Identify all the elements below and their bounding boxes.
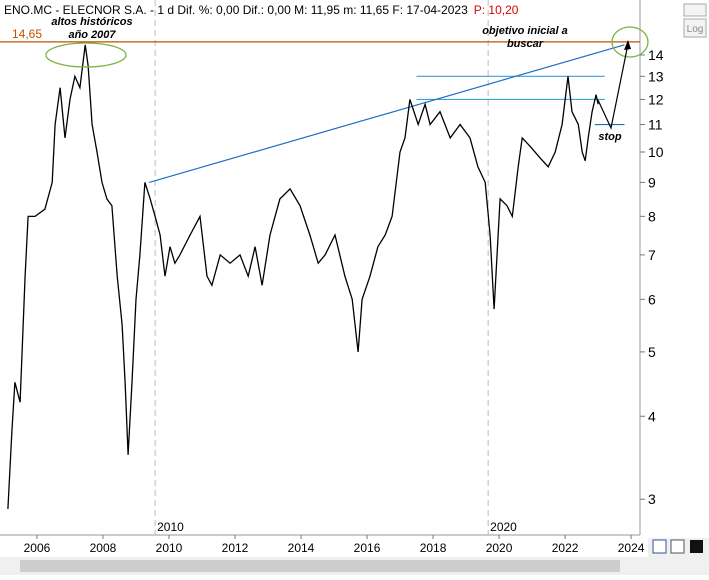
scroll-thumb[interactable]	[20, 560, 620, 572]
log-button[interactable]	[683, 18, 707, 38]
x-tick-label: 2022	[552, 541, 579, 555]
pin-button[interactable]	[670, 539, 685, 554]
x-tick-label: 2020	[486, 541, 513, 555]
y-tick-label: 4	[648, 408, 656, 424]
annotation: altos históricos	[51, 16, 132, 28]
arrow-head	[624, 40, 631, 50]
y-tick-label: 8	[648, 208, 656, 224]
y-tick-label: 3	[648, 491, 656, 507]
header-text: ENO.MC - ELECNOR S.A. - 1 d Dif. %: 0,00…	[4, 3, 468, 17]
x-tick-label: 2014	[288, 541, 315, 555]
period-label: 2020	[490, 520, 517, 534]
header-price: P: 10,20	[474, 3, 519, 17]
price-line	[7, 44, 599, 510]
highlight-ellipse	[45, 42, 127, 68]
x-tick-label: 2010	[156, 541, 183, 555]
y-tick-label: 7	[648, 247, 656, 263]
projection-arrow	[597, 43, 629, 130]
target-ellipse	[611, 26, 649, 58]
annotation: buscar	[507, 38, 544, 50]
y-tick-label: 9	[648, 174, 656, 190]
x-tick-label: 2018	[420, 541, 447, 555]
y-tick-label: 5	[648, 344, 656, 360]
y-tick-label: 6	[648, 291, 656, 307]
log-button-label[interactable]: Log	[687, 24, 704, 35]
x-tick-label: 2008	[90, 541, 117, 555]
y-tick-label: 14	[648, 47, 664, 63]
period-label: 2010	[157, 520, 184, 534]
color-button[interactable]	[690, 540, 703, 553]
y-tick-label: 12	[648, 91, 664, 107]
x-tick-label: 2006	[24, 541, 51, 555]
annotation: objetivo inicial a	[482, 25, 568, 37]
y-tick-label: 13	[648, 68, 664, 84]
header: ENO.MC - ELECNOR S.A. - 1 d Dif. %: 0,00…	[4, 3, 519, 17]
trend-line	[149, 44, 625, 183]
x-tick-label: 2016	[354, 541, 381, 555]
close-button[interactable]	[683, 3, 707, 17]
x-tick-label: 2012	[222, 541, 249, 555]
y-tick-label: 11	[648, 117, 663, 133]
x-tick-label: 2024	[618, 541, 645, 555]
annotation: stop	[598, 131, 622, 143]
save-button[interactable]	[652, 539, 667, 554]
level-label: 14,65	[12, 27, 42, 41]
y-tick-label: 10	[648, 144, 664, 160]
annotation: año 2007	[68, 29, 116, 41]
